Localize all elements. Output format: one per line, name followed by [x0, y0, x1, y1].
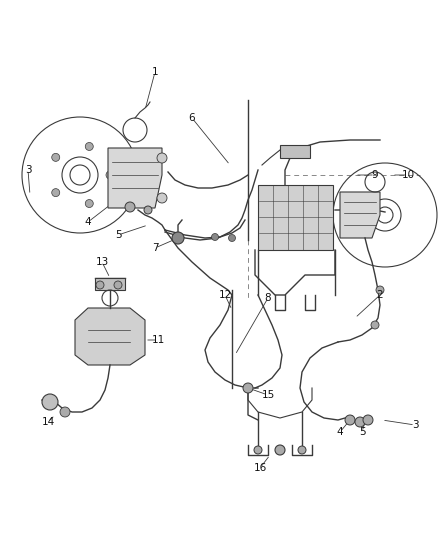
Circle shape — [85, 142, 93, 150]
Text: 16: 16 — [253, 463, 267, 473]
Text: 3: 3 — [25, 165, 31, 175]
Circle shape — [254, 446, 262, 454]
Circle shape — [60, 407, 70, 417]
Text: 5: 5 — [115, 230, 121, 240]
Circle shape — [106, 171, 114, 179]
Text: 8: 8 — [265, 293, 271, 303]
Circle shape — [345, 415, 355, 425]
Polygon shape — [95, 278, 125, 290]
Circle shape — [52, 154, 60, 161]
Circle shape — [144, 206, 152, 214]
Text: 7: 7 — [152, 243, 158, 253]
Text: 6: 6 — [189, 113, 195, 123]
Text: 4: 4 — [337, 427, 343, 437]
Bar — [258, 185, 333, 250]
Polygon shape — [75, 308, 145, 365]
Circle shape — [125, 202, 135, 212]
Text: 4: 4 — [85, 217, 91, 227]
Circle shape — [376, 286, 384, 294]
Text: 15: 15 — [261, 390, 275, 400]
Circle shape — [363, 415, 373, 425]
Text: 12: 12 — [219, 290, 232, 300]
Polygon shape — [280, 145, 310, 158]
Text: 3: 3 — [412, 420, 418, 430]
Text: 13: 13 — [95, 257, 109, 267]
Circle shape — [298, 446, 306, 454]
Text: 10: 10 — [402, 170, 414, 180]
Circle shape — [114, 281, 122, 289]
Polygon shape — [340, 192, 380, 238]
Polygon shape — [108, 148, 162, 208]
Text: 11: 11 — [152, 335, 165, 345]
Circle shape — [355, 417, 365, 427]
Circle shape — [275, 445, 285, 455]
Text: 5: 5 — [359, 427, 365, 437]
Circle shape — [96, 281, 104, 289]
Circle shape — [42, 394, 58, 410]
Text: 2: 2 — [377, 290, 383, 300]
Circle shape — [157, 193, 167, 203]
Circle shape — [85, 199, 93, 207]
Text: 1: 1 — [152, 67, 158, 77]
Circle shape — [157, 153, 167, 163]
Circle shape — [212, 233, 219, 240]
Circle shape — [172, 232, 184, 244]
Circle shape — [229, 235, 236, 241]
Text: 9: 9 — [372, 170, 378, 180]
Text: 14: 14 — [41, 417, 55, 427]
Circle shape — [52, 189, 60, 197]
Circle shape — [243, 383, 253, 393]
Circle shape — [371, 321, 379, 329]
